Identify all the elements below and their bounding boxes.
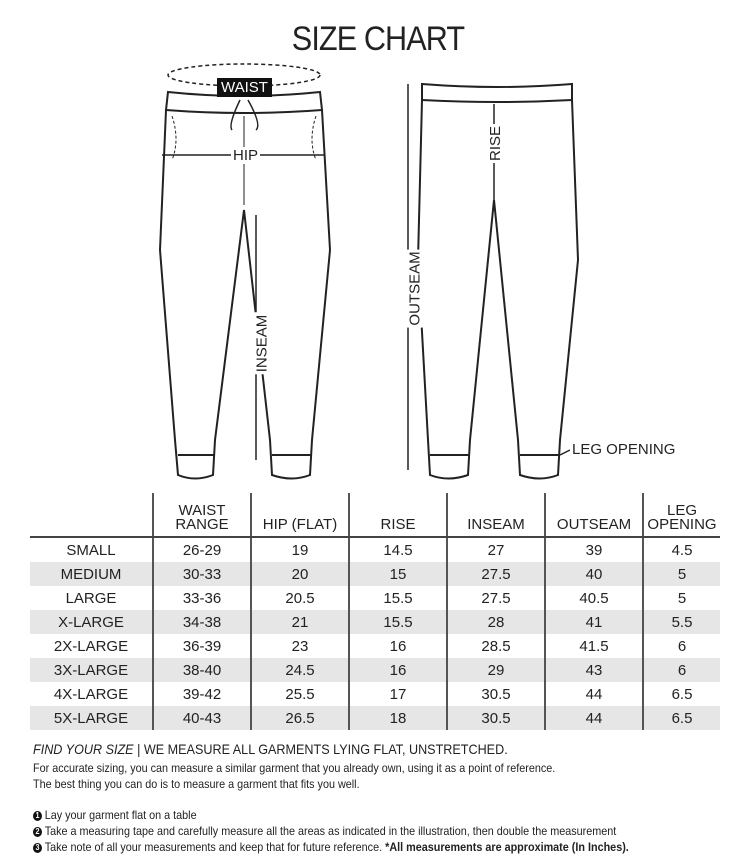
table-cell: 15.5 (348, 586, 447, 610)
header-cell: INSEAM (446, 493, 545, 538)
footer-line-2: The best thing you can do is to measure … (33, 777, 360, 791)
approx-note: *All measurements are approximate (In In… (385, 840, 629, 854)
size-label-cell: 5X-LARGE (30, 706, 153, 730)
table-cell: 30.5 (446, 682, 545, 706)
find-your-size-heading: FIND YOUR SIZE | WE MEASURE ALL GARMENTS… (33, 741, 508, 757)
header-cell: HIP (FLAT) (250, 493, 349, 538)
size-label-cell: 3X-LARGE (30, 658, 153, 682)
table-cell: 6.5 (642, 706, 720, 730)
table-cell: 20 (250, 562, 349, 586)
leg-opening-label: LEG OPENING (570, 441, 678, 458)
header-cell: LEG OPENING (642, 493, 720, 538)
table-cell: 39-42 (152, 682, 251, 706)
table-cell: 5.5 (642, 610, 720, 634)
table-row: 2X-LARGE 36-39 23 16 28.5 41.5 6 (30, 634, 720, 658)
table-cell: 41.5 (544, 634, 643, 658)
table-cell: 27 (446, 537, 545, 562)
step-text: Take a measuring tape and carefully meas… (44, 824, 617, 838)
step-3: 3 Take note of all your measurements and … (33, 840, 629, 854)
table-cell: 28.5 (446, 634, 545, 658)
table-cell: 40.5 (544, 586, 643, 610)
table-cell: 30.5 (446, 706, 545, 730)
heading-rest: | WE MEASURE ALL GARMENTS LYING FLAT, UN… (137, 741, 508, 757)
waist-label: WAIST (217, 78, 272, 97)
table-cell: 29 (446, 658, 545, 682)
step-number-icon: 1 (33, 811, 42, 821)
step-number-icon: 3 (33, 843, 42, 853)
table-cell: 16 (348, 634, 447, 658)
size-label-cell: 2X-LARGE (53, 637, 129, 655)
table-row: X-LARGE 34-38 21 15.5 28 41 5.5 (30, 610, 720, 634)
step-number-icon: 2 (33, 827, 42, 837)
pants-illustration (158, 63, 580, 480)
table-cell: 6 (642, 658, 720, 682)
table-row: MEDIUM 30-33 20 15 27.5 40 5 (30, 562, 720, 586)
table-cell: 43 (544, 658, 643, 682)
table-cell: 27.5 (446, 562, 545, 586)
table-cell: 26-29 (152, 537, 251, 562)
size-label-cell: SMALL (66, 541, 116, 559)
table-row: LARGE 33-36 20.5 15.5 27.5 40.5 5 (30, 586, 720, 610)
table-cell: 16 (348, 658, 447, 682)
size-label-cell: LARGE (65, 589, 117, 607)
table-cell: 5 (642, 562, 720, 586)
table-header-row: WAIST RANGE HIP (FLAT) RISE INSEAM OUTSE… (30, 493, 720, 538)
size-label-cell: MEDIUM (30, 562, 153, 586)
footer-line-1: For accurate sizing, you can measure a s… (33, 761, 556, 775)
step-2: 2 Take a measuring tape and carefully mea… (33, 824, 616, 838)
table-cell: 36-39 (152, 634, 251, 658)
table-row: 3X-LARGE 38-40 24.5 16 29 43 6 (30, 658, 720, 682)
table-cell: 27.5 (446, 586, 545, 610)
table-cell: 38-40 (152, 658, 251, 682)
size-label-cell: 4X-LARGE (53, 685, 129, 703)
header-cell: WAIST RANGE (152, 493, 251, 538)
table-cell: 21 (250, 610, 349, 634)
header-cell: OUTSEAM (544, 493, 643, 538)
table-cell: 34-38 (152, 610, 251, 634)
size-label-cell: X-LARGE (30, 610, 153, 634)
table-cell: 25.5 (250, 682, 349, 706)
header-cell (30, 493, 153, 538)
table-cell: 44 (544, 682, 643, 706)
table-cell: 5 (642, 586, 720, 610)
step-text: Take note of all your measurements and k… (44, 840, 383, 854)
table-cell: 15 (348, 562, 447, 586)
page-title: SIZE CHART (291, 20, 465, 58)
table-cell: 39 (544, 537, 643, 562)
table-cell: 14.5 (348, 537, 447, 562)
inseam-label: INSEAM (253, 312, 271, 375)
hip-label: HIP (231, 147, 261, 164)
table-row: 5X-LARGE 40-43 26.5 18 30.5 44 6.5 (30, 706, 720, 730)
table-cell: 33-36 (152, 586, 251, 610)
step-1: 1 Lay your garment flat on a table (33, 808, 197, 822)
front-pants-drawing (158, 63, 332, 480)
table-cell: 40-43 (152, 706, 251, 730)
table-cell: 6 (642, 634, 720, 658)
table-cell: 23 (250, 634, 349, 658)
table-cell: 24.5 (250, 658, 349, 682)
heading-italic: FIND YOUR SIZE (33, 741, 134, 757)
table-cell: 41 (544, 610, 643, 634)
table-cell: 19 (250, 537, 349, 562)
table-row: SMALL 26-29 19 14.5 27 39 4.5 (30, 537, 720, 562)
outseam-label: OUTSEAM (406, 249, 424, 328)
table-cell: 28 (446, 610, 545, 634)
table-cell: 18 (348, 706, 447, 730)
table-cell: 15.5 (348, 610, 447, 634)
size-table: WAIST RANGE HIP (FLAT) RISE INSEAM OUTSE… (30, 493, 720, 730)
header-cell: RISE (348, 493, 447, 538)
step-text: Lay your garment flat on a table (44, 808, 197, 822)
table-cell: 6.5 (642, 682, 720, 706)
table-cell: 26.5 (250, 706, 349, 730)
table-cell: 30-33 (152, 562, 251, 586)
table-cell: 17 (348, 682, 447, 706)
table-cell: 4.5 (642, 537, 720, 562)
table-cell: 40 (544, 562, 643, 586)
rise-label: RISE (487, 123, 505, 164)
table-cell: 20.5 (250, 586, 349, 610)
table-row: 4X-LARGE 39-42 25.5 17 30.5 44 6.5 (30, 682, 720, 706)
table-cell: 44 (544, 706, 643, 730)
